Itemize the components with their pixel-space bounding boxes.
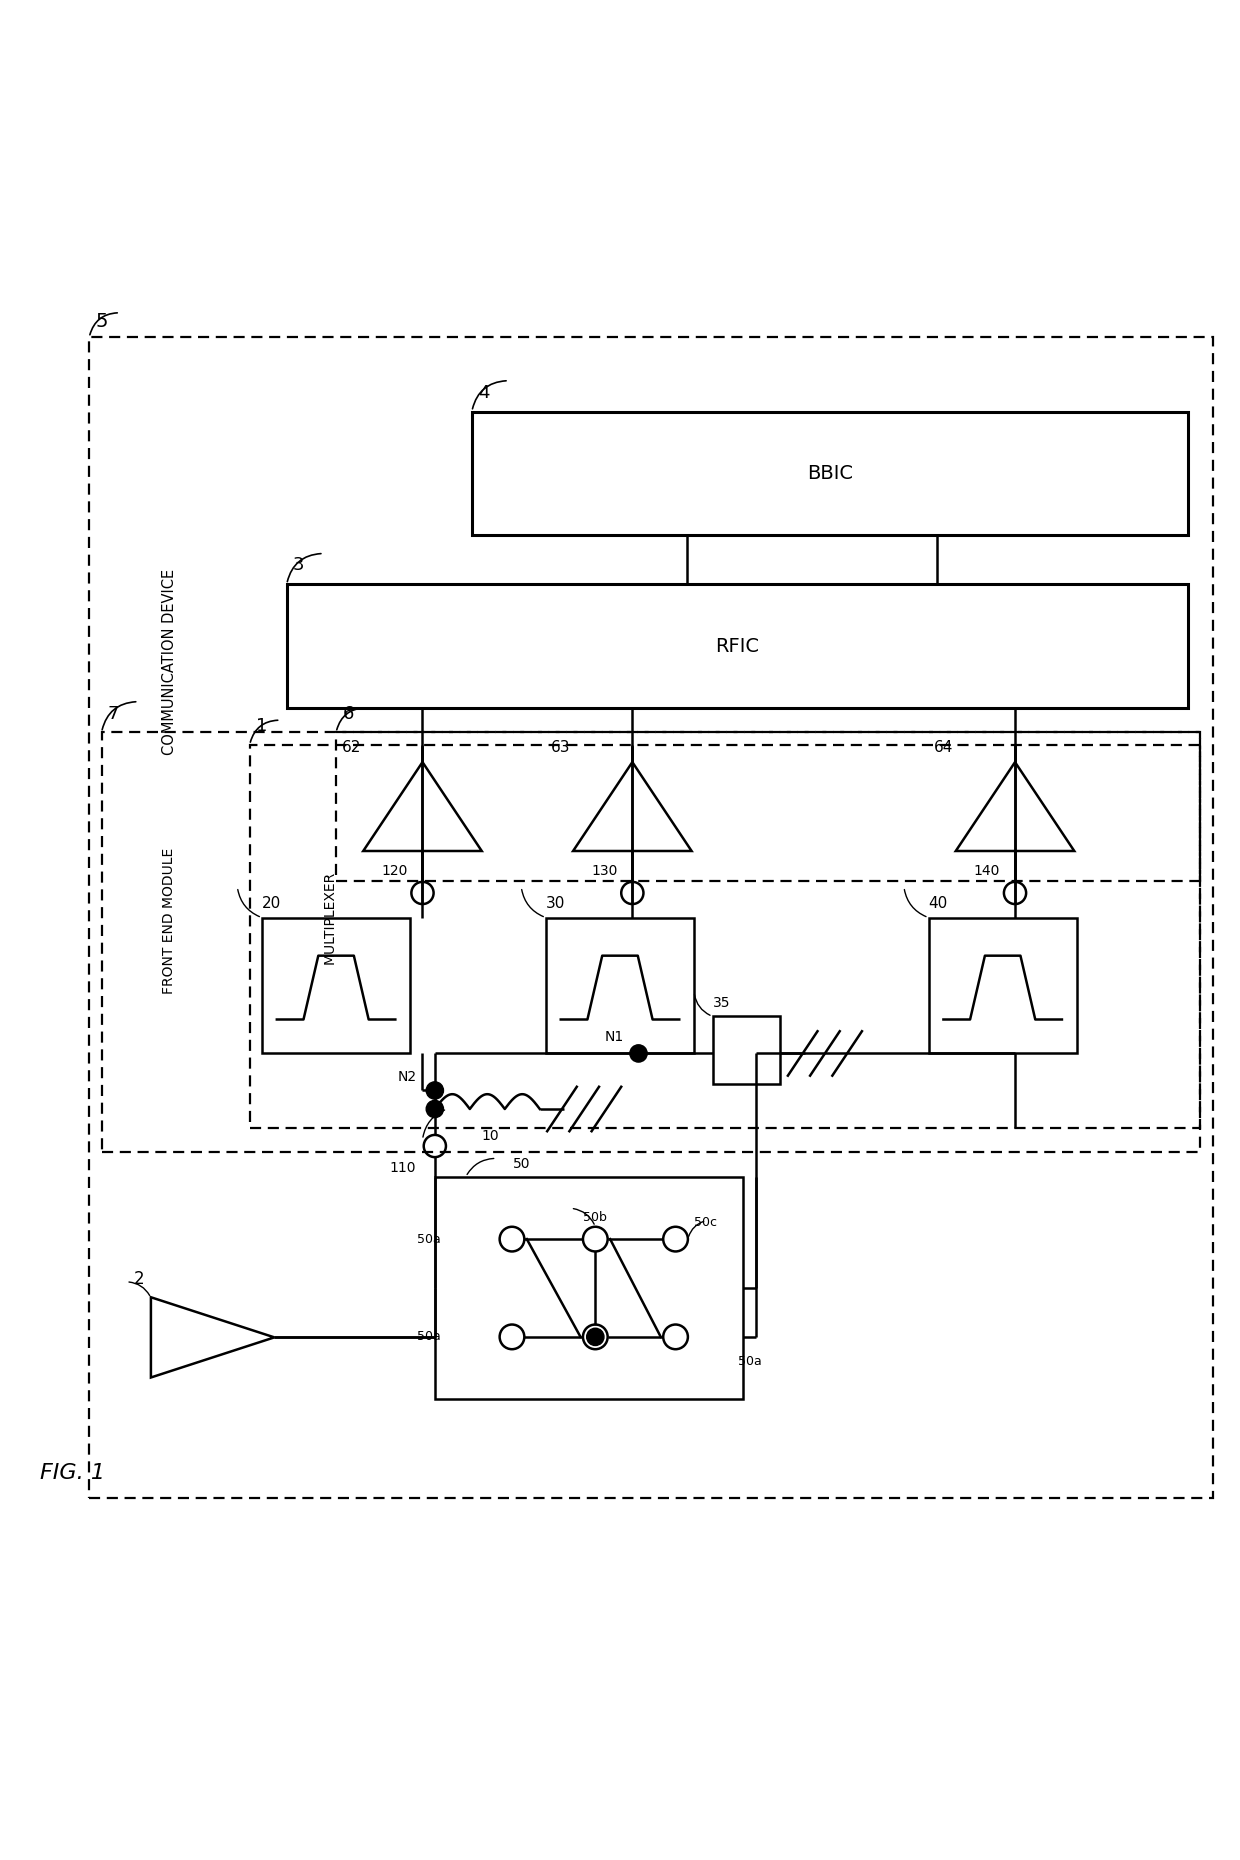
Circle shape bbox=[630, 1045, 647, 1062]
Text: 6: 6 bbox=[342, 705, 353, 724]
Bar bbox=[249, 744, 1200, 1127]
Text: BBIC: BBIC bbox=[807, 463, 853, 484]
Text: 1: 1 bbox=[255, 716, 267, 735]
Text: N1: N1 bbox=[604, 1030, 624, 1043]
Text: 30: 30 bbox=[546, 897, 565, 911]
Text: 63: 63 bbox=[551, 740, 570, 755]
Bar bbox=[929, 917, 1076, 1053]
Bar bbox=[713, 1016, 780, 1084]
Text: 140: 140 bbox=[973, 865, 1001, 878]
Text: 20: 20 bbox=[262, 897, 281, 911]
Text: RFIC: RFIC bbox=[715, 636, 759, 655]
Bar bbox=[262, 917, 410, 1053]
Text: N2: N2 bbox=[397, 1070, 417, 1084]
Text: 35: 35 bbox=[713, 997, 730, 1010]
Bar bbox=[435, 1177, 744, 1399]
Bar bbox=[102, 733, 1200, 1151]
Text: 10: 10 bbox=[481, 1129, 500, 1142]
Text: 50a: 50a bbox=[417, 1330, 441, 1343]
Text: 5: 5 bbox=[95, 312, 108, 331]
Text: 62: 62 bbox=[341, 740, 361, 755]
Bar bbox=[336, 733, 1200, 880]
Circle shape bbox=[427, 1101, 444, 1118]
Text: 40: 40 bbox=[929, 897, 947, 911]
Text: 50a: 50a bbox=[417, 1233, 441, 1246]
Text: 64: 64 bbox=[934, 740, 954, 755]
Text: 120: 120 bbox=[382, 865, 408, 878]
Text: FIG. 1: FIG. 1 bbox=[40, 1464, 105, 1482]
Text: 7: 7 bbox=[108, 705, 119, 724]
Text: 50: 50 bbox=[512, 1157, 529, 1170]
Text: 2: 2 bbox=[134, 1270, 145, 1287]
Bar bbox=[286, 584, 1188, 709]
Circle shape bbox=[427, 1083, 444, 1099]
Text: MULTIPLEXER: MULTIPLEXER bbox=[322, 870, 337, 963]
Text: 50a: 50a bbox=[738, 1356, 761, 1369]
Text: 110: 110 bbox=[389, 1161, 417, 1176]
Bar bbox=[546, 917, 694, 1053]
Text: 50c: 50c bbox=[694, 1216, 717, 1229]
Circle shape bbox=[587, 1328, 604, 1345]
Text: COMMUNICATION DEVICE: COMMUNICATION DEVICE bbox=[162, 569, 177, 755]
Text: 4: 4 bbox=[479, 383, 490, 402]
Text: FRONT END MODULE: FRONT END MODULE bbox=[162, 848, 176, 995]
Text: 3: 3 bbox=[293, 556, 304, 575]
Text: 130: 130 bbox=[591, 865, 618, 878]
Bar bbox=[472, 411, 1188, 536]
Text: 50b: 50b bbox=[583, 1211, 608, 1224]
